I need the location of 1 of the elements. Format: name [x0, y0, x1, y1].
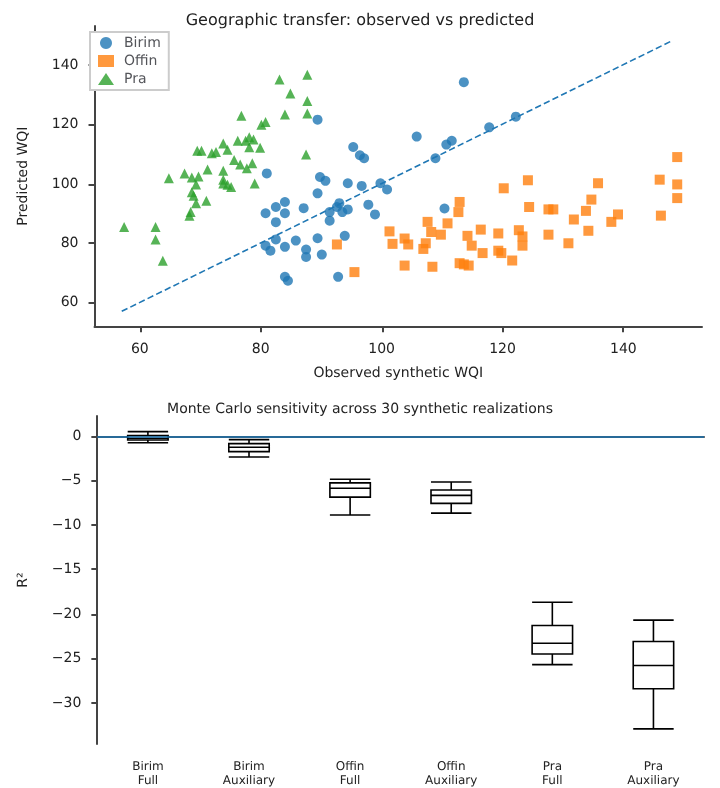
chart-title: Geographic transfer: observed vs predicted: [185, 11, 535, 29]
